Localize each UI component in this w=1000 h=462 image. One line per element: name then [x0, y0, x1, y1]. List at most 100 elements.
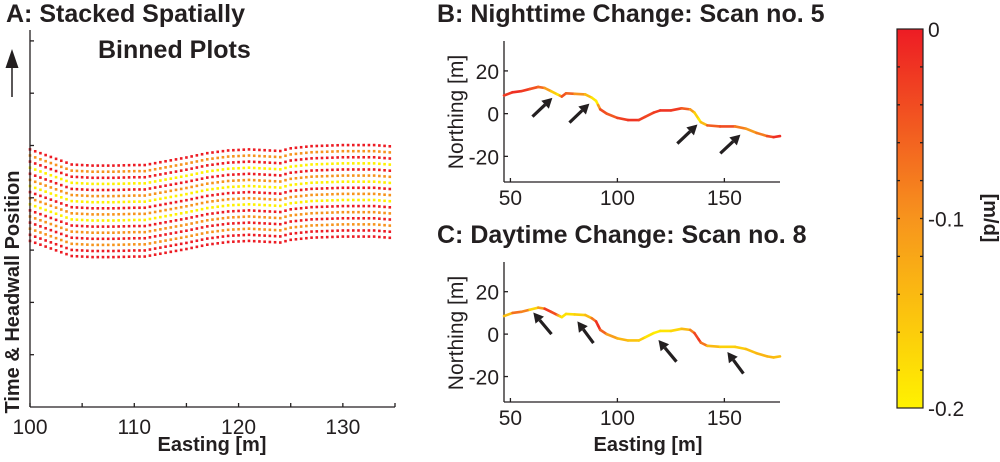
panel-a-dot	[195, 245, 199, 249]
panel-a-dot	[258, 191, 261, 194]
panel-a-dot	[86, 176, 89, 179]
panel-a-dot	[169, 195, 173, 199]
panel-a-dot	[106, 213, 110, 216]
panel-a-dot	[169, 165, 173, 168]
panel-a-dot	[91, 200, 94, 204]
panel-c-ytick-label: 20	[476, 282, 499, 305]
panel-a-dot	[39, 218, 42, 222]
panel-a-dot	[65, 246, 68, 250]
panel-a-dot	[200, 189, 204, 193]
panel-a-dot	[112, 194, 115, 198]
panel-a-dot	[205, 212, 209, 216]
panel-a-dot	[54, 236, 58, 240]
panel-a-dot	[278, 198, 282, 202]
panel-a-dot	[351, 174, 355, 177]
panel-a-dot	[346, 216, 350, 220]
panel-a-dot	[200, 226, 204, 229]
panel-a-dot	[237, 166, 240, 170]
panel-c-line-segment	[744, 347, 758, 355]
panel-a-dot	[169, 177, 173, 180]
panel-a-dot	[336, 143, 339, 147]
panel-a-dot	[169, 232, 173, 235]
panel-a-dot	[80, 243, 84, 246]
panel-a-dot	[86, 218, 89, 222]
panel-a-dot	[305, 200, 308, 203]
panel-a-dot	[357, 143, 360, 147]
panel-a-dot	[325, 174, 329, 178]
panel-a-dot	[49, 216, 53, 220]
panel-a-dot	[65, 216, 68, 219]
arrow-icon	[658, 340, 678, 363]
panel-a-dot	[101, 213, 105, 216]
panel-a-dot	[54, 242, 58, 246]
panel-a-dot	[112, 182, 115, 186]
panel-c-line-segment	[616, 337, 630, 342]
panel-a-dot	[357, 204, 360, 208]
panel-a-dot	[346, 198, 350, 202]
panel-a-dot	[252, 160, 256, 164]
panel-a-dot	[70, 224, 74, 227]
panel-a-dot	[237, 173, 240, 176]
panel-a-dot	[65, 228, 68, 232]
panel-a-dot	[132, 163, 136, 167]
panel-a-dot	[117, 219, 120, 222]
panel-a-dot	[211, 236, 214, 240]
panel-a-dot	[211, 187, 214, 191]
panel-a-dot	[216, 242, 220, 245]
panel-a-dot	[195, 215, 199, 218]
panel-a-dot	[143, 236, 147, 240]
panel-a-title-line2: Binned Plots	[98, 36, 251, 64]
panel-a-dot	[200, 220, 204, 223]
panel-a-dot	[59, 171, 63, 175]
panel-a-dot	[252, 166, 256, 170]
panel-a-dot	[80, 163, 84, 167]
panel-a-dot	[59, 189, 63, 193]
panel-a-dot	[242, 154, 246, 158]
panel-a-dot	[367, 210, 371, 214]
panel-a-dot	[164, 245, 167, 248]
panel-a-dot	[362, 155, 366, 159]
panel-a-dot	[367, 216, 371, 220]
panel-a-dot	[315, 181, 319, 184]
panel-a-dot	[252, 203, 256, 206]
panel-a-dot	[86, 225, 89, 228]
panel-a-dot	[122, 206, 126, 210]
panel-a-dot	[159, 173, 162, 176]
panel-a-dot	[44, 214, 47, 218]
panel-a-dot	[284, 209, 287, 212]
panel-a-dot	[268, 210, 272, 213]
panel-a-dot	[372, 229, 376, 232]
panel-a-dot	[80, 212, 84, 216]
panel-a-dot	[351, 210, 355, 214]
panel-a-dot	[127, 218, 131, 222]
panel-a-dot	[122, 176, 126, 179]
panel-a-dot	[190, 222, 193, 225]
panel-a-dot	[310, 163, 313, 166]
panel-a-dot	[357, 149, 360, 153]
panel-a-dot	[242, 148, 246, 151]
panel-a-dot	[185, 205, 188, 208]
panel-a-title-line1: A: Stacked Spatially	[6, 0, 245, 28]
panel-a-dot	[351, 180, 355, 183]
panel-a-dot	[252, 233, 256, 237]
panel-a-dot	[86, 212, 89, 216]
panel-a-dot	[232, 191, 235, 195]
panel-a-dot	[117, 164, 120, 167]
panel-a-dot	[362, 192, 366, 196]
panel-a-dot	[190, 210, 193, 213]
panel-a-dot	[320, 156, 324, 160]
panel-a-dot	[153, 167, 157, 171]
panel-a-dot	[211, 175, 214, 179]
panel-a-dot	[44, 233, 47, 236]
panel-a-dot	[169, 189, 173, 193]
panel-a-dot	[112, 200, 115, 204]
panel-a-dot	[378, 174, 381, 178]
panel-a-dot	[54, 218, 58, 222]
panel-a: A: Stacked Spatially Binned Plots 100 110…	[2, 0, 396, 456]
panel-a-dot	[341, 229, 345, 232]
panel-a-dot	[33, 174, 37, 177]
panel-a-dot	[33, 192, 37, 196]
panel-a-dot	[49, 173, 53, 177]
panel-a-dot	[258, 160, 261, 164]
panel-a-dot	[336, 235, 339, 239]
